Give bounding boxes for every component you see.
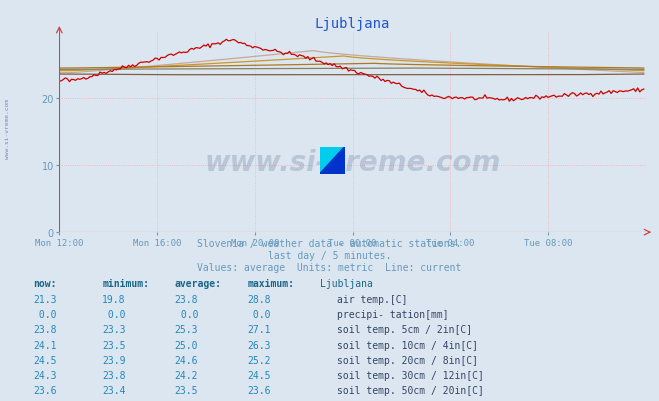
Bar: [332, 147, 345, 174]
Text: minimum:: minimum:: [102, 279, 149, 289]
Text: last day / 5 minutes.: last day / 5 minutes.: [268, 251, 391, 261]
Bar: [320, 147, 332, 174]
Text: 0.0: 0.0: [175, 309, 198, 319]
Text: 24.1: 24.1: [33, 340, 57, 350]
Text: 23.5: 23.5: [175, 385, 198, 395]
Text: 23.6: 23.6: [33, 385, 57, 395]
Text: www.si-vreme.com: www.si-vreme.com: [5, 98, 11, 158]
Text: 0.0: 0.0: [247, 309, 271, 319]
Text: soil temp. 30cm / 12in[C]: soil temp. 30cm / 12in[C]: [337, 370, 484, 380]
Text: 24.2: 24.2: [175, 370, 198, 380]
Text: 23.9: 23.9: [102, 355, 126, 365]
Text: average:: average:: [175, 279, 221, 289]
Text: 24.5: 24.5: [247, 370, 271, 380]
Text: www.si-vreme.com: www.si-vreme.com: [204, 148, 501, 176]
Text: precipi- tation[mm]: precipi- tation[mm]: [337, 309, 448, 319]
Polygon shape: [320, 147, 345, 174]
Polygon shape: [320, 147, 345, 174]
Text: Values: average  Units: metric  Line: current: Values: average Units: metric Line: curr…: [197, 263, 462, 273]
Text: 25.3: 25.3: [175, 324, 198, 334]
Text: 23.6: 23.6: [247, 385, 271, 395]
Text: maximum:: maximum:: [247, 279, 294, 289]
Text: soil temp. 5cm / 2in[C]: soil temp. 5cm / 2in[C]: [337, 324, 472, 334]
Title: Ljubljana: Ljubljana: [315, 17, 390, 31]
Text: 25.2: 25.2: [247, 355, 271, 365]
Text: 23.4: 23.4: [102, 385, 126, 395]
Text: Ljubljana: Ljubljana: [320, 279, 372, 289]
Text: 23.8: 23.8: [33, 324, 57, 334]
Text: 27.1: 27.1: [247, 324, 271, 334]
Text: 23.5: 23.5: [102, 340, 126, 350]
Text: 23.3: 23.3: [102, 324, 126, 334]
Text: 25.0: 25.0: [175, 340, 198, 350]
Text: 21.3: 21.3: [33, 294, 57, 304]
Text: soil temp. 10cm / 4in[C]: soil temp. 10cm / 4in[C]: [337, 340, 478, 350]
Text: soil temp. 50cm / 20in[C]: soil temp. 50cm / 20in[C]: [337, 385, 484, 395]
Text: 24.6: 24.6: [175, 355, 198, 365]
Text: soil temp. 20cm / 8in[C]: soil temp. 20cm / 8in[C]: [337, 355, 478, 365]
Text: 19.8: 19.8: [102, 294, 126, 304]
Text: 0.0: 0.0: [33, 309, 57, 319]
Text: 0.0: 0.0: [102, 309, 126, 319]
Text: 28.8: 28.8: [247, 294, 271, 304]
Text: Slovenia / weather data - automatic stations.: Slovenia / weather data - automatic stat…: [197, 239, 462, 249]
Text: air temp.[C]: air temp.[C]: [337, 294, 407, 304]
Text: 26.3: 26.3: [247, 340, 271, 350]
Text: 24.3: 24.3: [33, 370, 57, 380]
Text: now:: now:: [33, 279, 57, 289]
Text: 23.8: 23.8: [102, 370, 126, 380]
Text: 24.5: 24.5: [33, 355, 57, 365]
Text: 23.8: 23.8: [175, 294, 198, 304]
